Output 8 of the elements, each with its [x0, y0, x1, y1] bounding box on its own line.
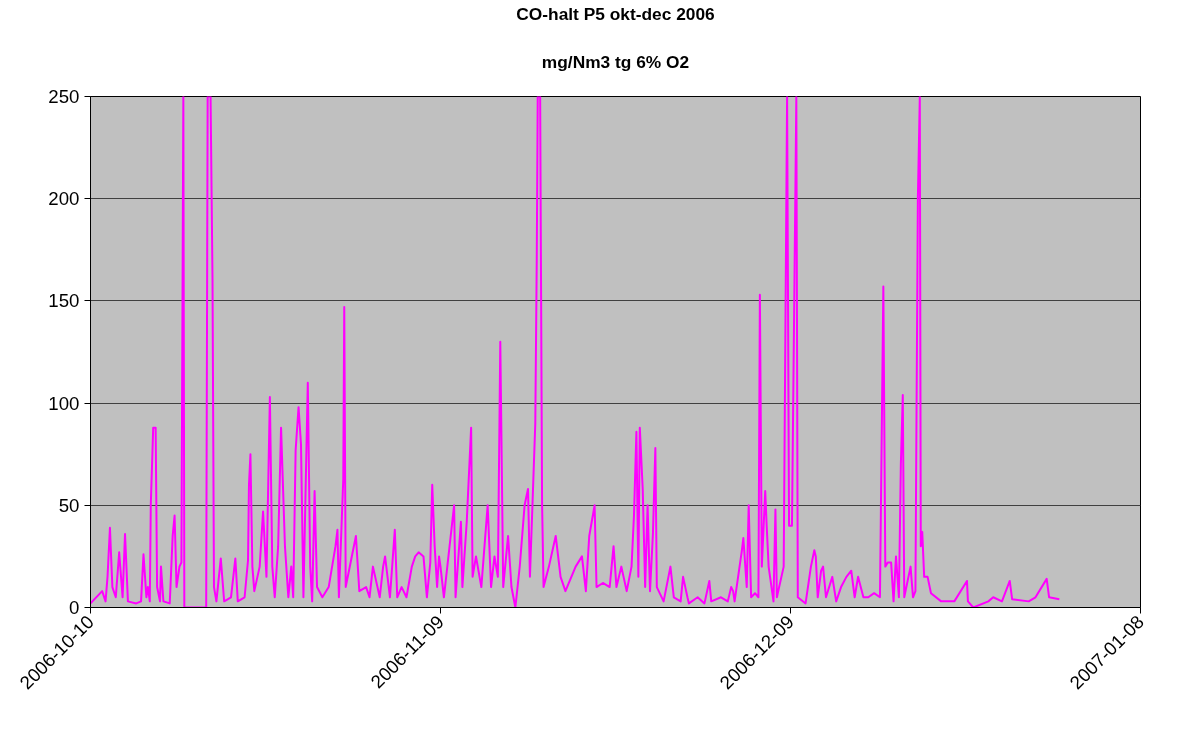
y-tick-label: 150: [48, 290, 80, 312]
y-tick-label: 250: [48, 86, 80, 107]
y-tick-label: 0: [69, 597, 80, 618]
y-tick-label: 100: [48, 392, 80, 414]
chart-subtitle: mg/Nm3 tg 6% O2: [541, 51, 690, 72]
y-tick-label: 50: [58, 494, 80, 516]
chart-title: CO-halt P5 okt-dec 2006: [516, 3, 716, 24]
y-tick-label: 200: [48, 188, 80, 210]
